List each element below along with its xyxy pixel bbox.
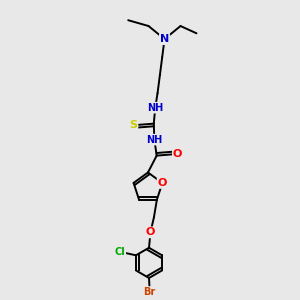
Text: S: S [129,120,137,130]
Text: NH: NH [146,135,163,145]
Text: N: N [160,34,169,44]
Text: O: O [158,178,167,188]
Text: Cl: Cl [115,248,125,257]
Text: Br: Br [143,287,156,297]
Text: O: O [173,149,182,159]
Text: NH: NH [147,103,164,113]
Text: O: O [146,227,155,237]
